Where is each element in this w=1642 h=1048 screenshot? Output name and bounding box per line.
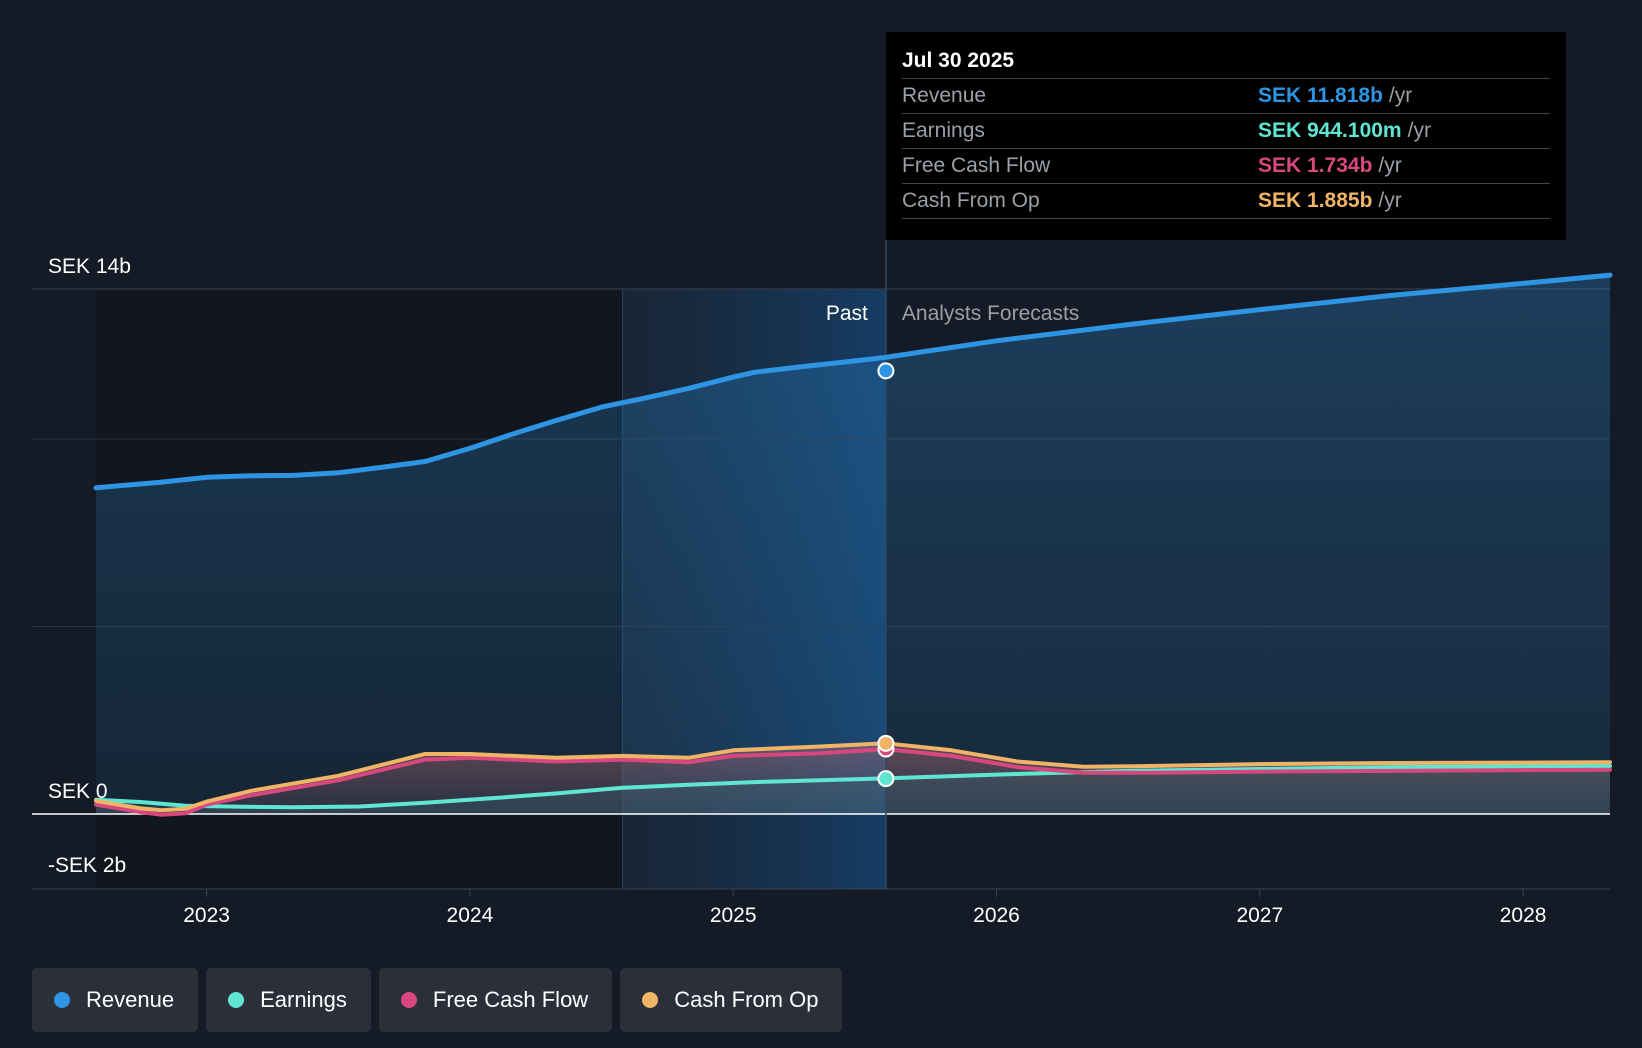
tooltip-unit: /yr (1407, 119, 1431, 142)
forecast-label: Analysts Forecasts (902, 302, 1079, 325)
tooltip-unit: /yr (1378, 154, 1402, 177)
x-tick-label: 2024 (447, 904, 494, 927)
x-tick-label: 2025 (710, 904, 757, 927)
legend-label: Earnings (260, 987, 347, 1012)
legend-dot-icon (54, 992, 70, 1008)
earnings-area (96, 766, 1610, 814)
earnings-line (94, 764, 1612, 810)
x-tick-label: 2026 (973, 904, 1020, 927)
legend: Revenue Earnings Free Cash Flow Cash Fro… (32, 968, 843, 1032)
legend-dot-icon (642, 992, 659, 1008)
tooltip-value: SEK 944.100m (1258, 119, 1402, 142)
legend-item-free-cash-flow[interactable]: Free Cash Flow (378, 968, 613, 1032)
x-tick-label: 2028 (1500, 904, 1547, 927)
revenue-marker (877, 362, 895, 380)
tooltip-unit: /yr (1388, 84, 1413, 107)
tooltip-row-revenue: Revenue SEK 11.818b /yr (902, 79, 1550, 114)
legend-dot-icon (228, 992, 245, 1008)
cash-from-op-line (94, 741, 1612, 813)
tooltip-value: SEK 11.818b (1258, 84, 1383, 107)
tooltip-label: Earnings (902, 119, 985, 142)
revenue-line (93, 272, 1613, 491)
x-tick-label: 2027 (1236, 904, 1283, 927)
tooltip-date: Jul 30 2025 (902, 46, 1550, 79)
tooltip-value: SEK 1.885b (1258, 189, 1373, 212)
legend-label: Free Cash Flow (432, 987, 589, 1012)
tooltip-label: Free Cash Flow (902, 154, 1051, 177)
free-cash-flow-line (94, 747, 1612, 817)
legend-dot-icon (400, 992, 417, 1008)
y-label-top: SEK 14b (48, 255, 131, 278)
tooltip-unit: /yr (1378, 189, 1402, 212)
legend-label: Cash From Op (674, 987, 819, 1012)
legend-label: Revenue (86, 987, 175, 1012)
x-tick-label: 2023 (183, 904, 230, 927)
legend-item-earnings[interactable]: Earnings (206, 968, 371, 1032)
y-label-zero: SEK 0 (48, 780, 108, 803)
tooltip-row-free-cash-flow: Free Cash Flow SEK 1.734b /yr (902, 149, 1550, 184)
legend-item-cash-from-op[interactable]: Cash From Op (620, 968, 843, 1032)
earnings-marker (877, 770, 895, 788)
past-label: Past (826, 302, 868, 325)
revenue-area (96, 275, 1610, 815)
tooltip-label: Cash From Op (902, 189, 1040, 212)
tooltip: Jul 30 2025 Revenue SEK 11.818b /yr Earn… (886, 32, 1566, 240)
tooltip-row-cash-from-op: Cash From Op SEK 1.885b /yr (902, 184, 1550, 219)
tooltip-label: Revenue (902, 84, 987, 107)
cash-from-op-marker (877, 734, 895, 752)
tooltip-value: SEK 1.734b (1258, 154, 1373, 177)
y-label-bottom: -SEK 2b (48, 854, 126, 877)
tooltip-row-earnings: Earnings SEK 944.100m /yr (902, 114, 1550, 149)
legend-item-revenue[interactable]: Revenue (32, 968, 199, 1032)
